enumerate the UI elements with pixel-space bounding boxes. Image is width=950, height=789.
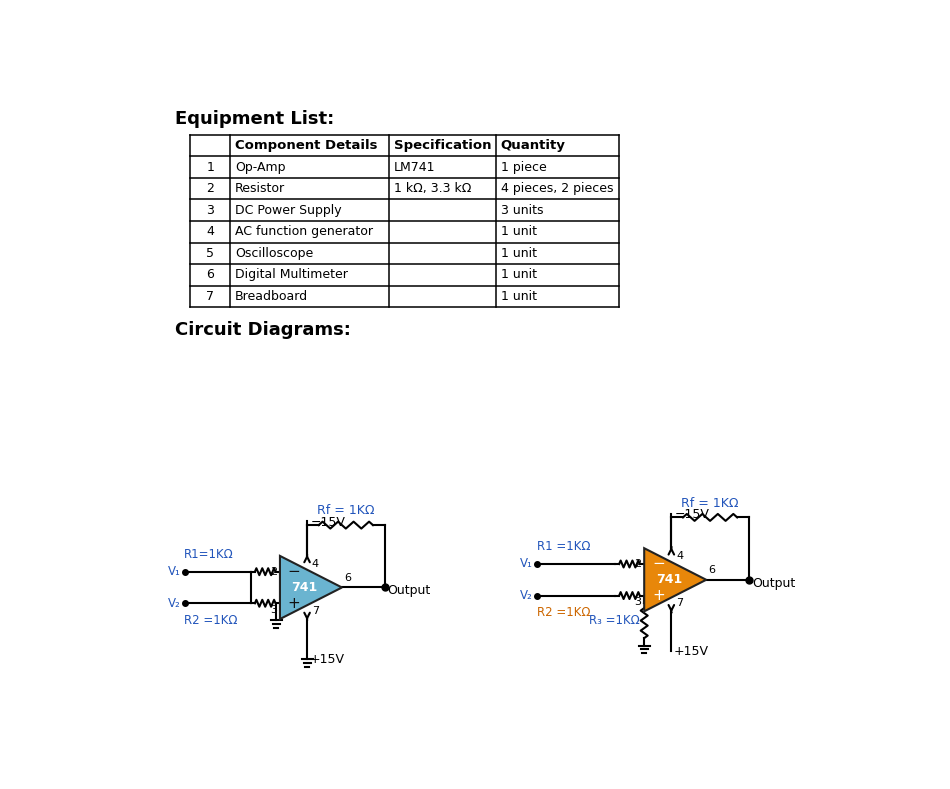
Text: 4: 4 [312,559,319,569]
Text: +15V: +15V [310,653,345,666]
Text: Op-Amp: Op-Amp [235,160,286,174]
Text: 1: 1 [206,160,214,174]
Text: V₂: V₂ [168,596,180,610]
Text: R1 =1KΩ: R1 =1KΩ [538,540,591,553]
Text: 1 unit: 1 unit [501,290,537,303]
Text: 7: 7 [206,290,214,303]
Text: 6: 6 [206,268,214,282]
Text: −15V: −15V [311,516,346,529]
Text: 4 pieces, 2 pieces: 4 pieces, 2 pieces [501,182,614,195]
Text: V₁: V₁ [520,558,533,570]
Text: 1 unit: 1 unit [501,247,537,260]
Text: R2 =1KΩ: R2 =1KΩ [538,606,591,619]
Text: −: − [288,564,300,579]
Text: R2 =1KΩ: R2 =1KΩ [184,614,238,627]
Text: Component Details: Component Details [235,139,377,152]
Text: Output: Output [752,577,795,589]
Text: AC function generator: AC function generator [235,225,373,238]
Text: LM741: LM741 [394,160,435,174]
Text: DC Power Supply: DC Power Supply [235,204,342,217]
Text: 3: 3 [206,204,214,217]
Text: 3: 3 [270,605,276,615]
Text: Quantity: Quantity [501,139,565,152]
Text: 1 kΩ, 3.3 kΩ: 1 kΩ, 3.3 kΩ [394,182,471,195]
Text: 3 units: 3 units [501,204,543,217]
Text: 2: 2 [634,559,641,569]
Text: 2: 2 [206,182,214,195]
Text: R₃ =1KΩ: R₃ =1KΩ [589,614,639,627]
Text: 741: 741 [292,581,318,594]
Text: 1 unit: 1 unit [501,268,537,282]
Text: 4: 4 [206,225,214,238]
Text: 6: 6 [709,565,715,575]
Text: Circuit Diagrams:: Circuit Diagrams: [175,321,351,339]
Text: +: + [288,596,300,611]
Text: Oscilloscope: Oscilloscope [235,247,314,260]
Text: +15V: +15V [674,645,709,658]
Text: Breadboard: Breadboard [235,290,308,303]
Text: −15V: −15V [675,508,710,522]
Text: Digital Multimeter: Digital Multimeter [235,268,348,282]
Text: 7: 7 [312,606,319,616]
Text: 741: 741 [656,574,682,586]
Text: 7: 7 [676,598,683,608]
Text: 6: 6 [344,573,352,583]
Text: R1=1KΩ: R1=1KΩ [184,548,234,561]
Text: Resistor: Resistor [235,182,285,195]
Text: V₁: V₁ [168,565,180,578]
Text: Equipment List:: Equipment List: [175,110,333,128]
Text: −: − [652,556,665,571]
Text: Specification: Specification [394,139,491,152]
Text: +: + [652,588,665,603]
Text: 3: 3 [634,597,641,607]
Text: 1 unit: 1 unit [501,225,537,238]
Text: Rf = 1KΩ: Rf = 1KΩ [317,504,374,518]
Text: Rf = 1KΩ: Rf = 1KΩ [681,497,739,510]
Text: 2: 2 [270,567,276,577]
Text: Output: Output [388,585,431,597]
Polygon shape [280,556,342,619]
Text: 4: 4 [676,552,683,561]
Text: V₂: V₂ [520,589,533,602]
Polygon shape [644,548,706,611]
Text: 5: 5 [206,247,214,260]
Text: 1 piece: 1 piece [501,160,546,174]
